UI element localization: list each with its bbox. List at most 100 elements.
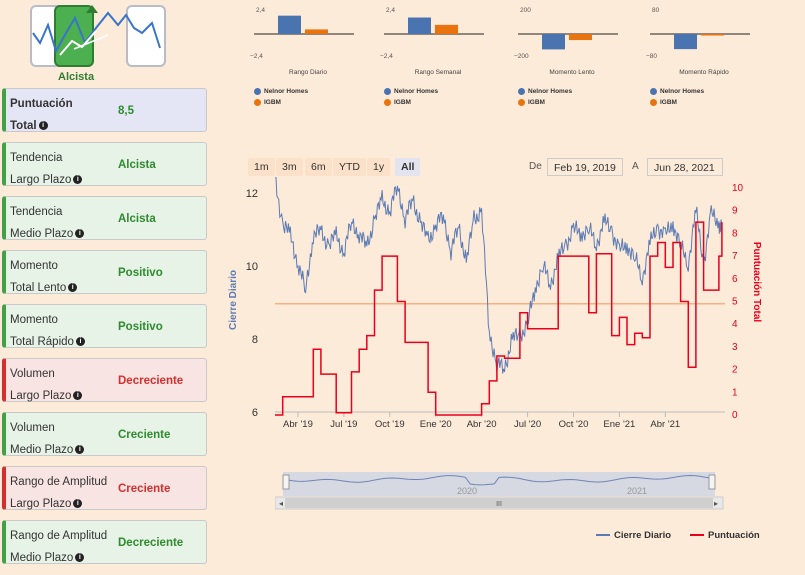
legend-close[interactable]: Cierre Diario <box>596 530 671 541</box>
mini-legend-item[interactable]: Nelnor Homes <box>384 88 438 95</box>
indicator-label-line2: Medio Plazo <box>10 552 74 564</box>
indicator-label: Volumen Largo Plazo i <box>10 363 83 407</box>
indicator-card[interactable]: Tendencia Largo Plazo i Alcista <box>2 142 207 186</box>
x-tick-label: Abr '20 <box>467 419 497 430</box>
indicator-card[interactable]: Volumen Medio Plazo i Creciente <box>2 412 207 456</box>
navigator[interactable]: 2020 2021 ◂ ▸ III <box>275 470 725 510</box>
range-button[interactable]: 6m <box>305 158 332 176</box>
y-right-tick-label: 4 <box>732 319 738 330</box>
mini-bar-igbm[interactable] <box>569 34 592 41</box>
to-date-input[interactable]: Jun 28, 2021 <box>647 158 723 176</box>
legend-dot-icon <box>384 88 391 95</box>
mini-legend-item[interactable]: IGBM <box>650 99 677 106</box>
scrollbar-grip[interactable]: III <box>496 501 502 508</box>
mini-legend-item[interactable]: Nelnor Homes <box>650 88 704 95</box>
x-tick-label: Abr '19 <box>283 419 313 430</box>
mini-bar-chart: 2,4 −2,4 Rango Semanal Nelnor Homes IGBM <box>378 5 498 106</box>
mini-bar-igbm[interactable] <box>435 24 458 34</box>
indicator-value: Alcista <box>118 159 156 171</box>
range-button[interactable]: All <box>395 158 421 176</box>
range-button[interactable]: YTD <box>333 158 366 176</box>
indicator-label-line2: Total Rápido <box>10 336 74 348</box>
range-button[interactable]: 1m <box>248 158 275 176</box>
y-left-tick-label: 12 <box>246 188 258 200</box>
legend-dot-icon <box>518 99 525 106</box>
mini-bar-nelnor[interactable] <box>408 17 431 35</box>
indicator-value: Positivo <box>118 321 163 333</box>
logo-card-right <box>126 5 166 67</box>
logo-trend-icon <box>32 5 161 56</box>
range-button[interactable]: 1y <box>367 158 391 176</box>
mini-bar-nelnor[interactable] <box>674 34 697 50</box>
navigator-year-label: 2021 <box>627 486 647 496</box>
info-icon[interactable]: i <box>73 391 83 401</box>
indicator-card[interactable]: Momento Total Lento i Positivo <box>2 250 207 294</box>
info-icon[interactable]: i <box>73 175 83 185</box>
indicator-label-line1: Momento <box>10 260 58 272</box>
navigator-handle-right[interactable] <box>708 474 716 490</box>
indicator-card[interactable]: Tendencia Medio Plazo i Alcista <box>2 196 207 240</box>
y-left-tick-label: 6 <box>252 407 258 419</box>
navigator-handle-left[interactable] <box>282 474 290 490</box>
y-right-tick-label: 5 <box>732 297 738 308</box>
mini-bar-igbm[interactable] <box>305 29 328 34</box>
legend-dot-icon <box>518 88 525 95</box>
y-right-tick-label: 6 <box>732 274 738 285</box>
info-icon[interactable]: i <box>38 121 48 131</box>
mini-tick-top: 2,4 <box>386 7 396 14</box>
from-date-input[interactable]: Feb 19, 2019 <box>547 158 623 176</box>
mini-plot <box>254 15 354 35</box>
indicator-card[interactable]: Rango de Amplitud Largo Plazo i Creciente <box>2 466 207 510</box>
mini-legend-label: Nelnor Homes <box>660 88 705 96</box>
info-icon[interactable]: i <box>75 337 85 347</box>
indicator-label-line2: Largo Plazo <box>10 498 72 510</box>
mini-bar-nelnor[interactable] <box>278 15 301 34</box>
x-tick-label: Oct '19 <box>375 419 405 430</box>
indicator-label: Volumen Medio Plazo i <box>10 417 85 461</box>
indicator-card[interactable]: Rango de Amplitud Medio Plazo i Decreciente <box>2 520 207 564</box>
indicator-label: Rango de Amplitud Largo Plazo i <box>10 471 107 515</box>
indicator-card[interactable]: Volumen Largo Plazo i Decreciente <box>2 358 207 402</box>
mini-bar-chart: 80 −80 Momento Rápido Nelnor Homes IGBM <box>644 5 764 106</box>
legend-dot-icon <box>254 99 261 106</box>
info-icon[interactable]: i <box>75 553 85 563</box>
mini-chart-title: Rango Diario <box>289 69 327 76</box>
mini-tick-bottom: −80 <box>646 53 658 60</box>
x-tick-label: Oct '20 <box>559 419 589 430</box>
mini-legend-label: IGBM <box>264 99 281 107</box>
range-button[interactable]: 3m <box>276 158 303 176</box>
mini-tick-bottom: −2,4 <box>250 53 263 60</box>
mini-legend-item[interactable]: Nelnor Homes <box>518 88 572 95</box>
mini-legend-item[interactable]: IGBM <box>254 99 281 106</box>
mini-legend-label: IGBM <box>394 99 411 107</box>
indicator-value: 8,5 <box>118 105 134 117</box>
mini-legend-item[interactable]: IGBM <box>384 99 411 106</box>
indicator-label: Puntuación Total i <box>10 93 73 137</box>
scroll-left-icon[interactable]: ◂ <box>279 499 283 508</box>
legend-score-label: Puntuación <box>708 530 760 541</box>
indicator-card[interactable]: Momento Total Rápido i Positivo <box>2 304 207 348</box>
navigator-mask[interactable] <box>283 472 715 496</box>
mini-bar-igbm[interactable] <box>701 34 724 36</box>
mini-bar-nelnor[interactable] <box>542 34 565 50</box>
mini-legend-item[interactable]: Nelnor Homes <box>254 88 308 95</box>
series-close-line[interactable] <box>275 177 723 374</box>
info-icon[interactable]: i <box>73 499 83 509</box>
info-icon[interactable]: i <box>75 229 85 239</box>
series-score-line[interactable] <box>275 221 723 416</box>
app-logo <box>30 3 170 67</box>
x-tick-label: Abr '21 <box>650 419 680 430</box>
indicator-card[interactable]: Puntuación Total i 8,5 <box>2 88 207 132</box>
scroll-right-icon[interactable]: ▸ <box>714 499 718 508</box>
mini-legend-label: IGBM <box>528 99 545 107</box>
mini-plot <box>518 33 618 50</box>
mini-plot <box>650 33 750 50</box>
legend-score[interactable]: Puntuación <box>690 530 760 541</box>
info-icon[interactable]: i <box>68 283 78 293</box>
indicator-value: Creciente <box>118 483 171 495</box>
logo-label: Alcista <box>58 71 95 83</box>
scrollbar-thumb[interactable] <box>285 498 713 508</box>
mini-plot <box>384 17 484 35</box>
mini-legend-item[interactable]: IGBM <box>518 99 545 106</box>
info-icon[interactable]: i <box>75 445 85 455</box>
